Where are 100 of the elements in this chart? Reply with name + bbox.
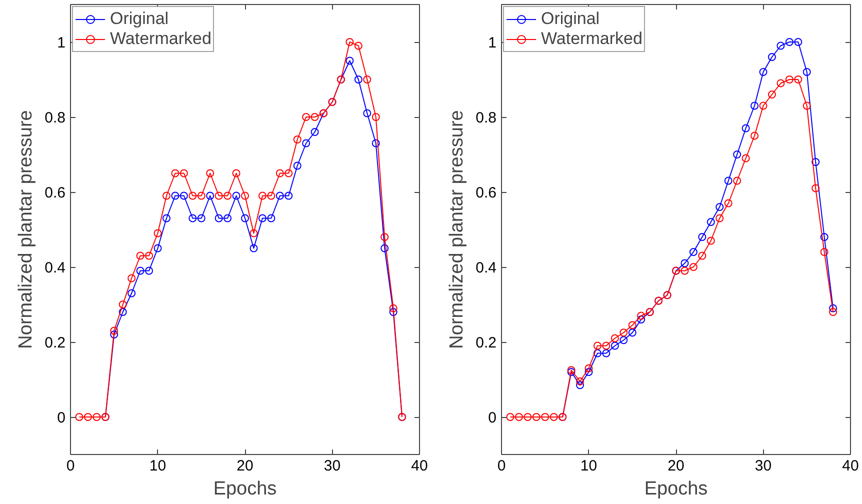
- point: [759, 68, 768, 76]
- y-tick-label: 0.8: [44, 110, 66, 126]
- point: [602, 349, 610, 358]
- point: [733, 150, 742, 158]
- point: [276, 169, 284, 178]
- point: [180, 192, 188, 200]
- point: [118, 300, 127, 308]
- point: [593, 349, 602, 358]
- point: [620, 328, 628, 337]
- point: [514, 413, 523, 421]
- point: [302, 139, 310, 148]
- point: [380, 233, 389, 241]
- point: [794, 38, 802, 46]
- point: [110, 326, 118, 335]
- point: [232, 169, 240, 178]
- point: [162, 192, 170, 200]
- point: [812, 158, 820, 166]
- point: [128, 274, 136, 282]
- point: [293, 136, 302, 144]
- y-axis-title: Normalized plantar pressure: [16, 110, 37, 349]
- point: [250, 229, 258, 238]
- point: [380, 244, 389, 252]
- point: [389, 308, 398, 316]
- point: [118, 308, 127, 316]
- point: [224, 192, 232, 200]
- y-tick-label: 1: [488, 34, 496, 52]
- point: [284, 192, 293, 200]
- point: [680, 266, 689, 275]
- point: [602, 342, 610, 350]
- y-axis-title: Normalized plantar pressure: [446, 110, 468, 349]
- point: [550, 413, 558, 421]
- point: [75, 413, 84, 421]
- point: [733, 176, 742, 185]
- point: [628, 328, 636, 337]
- legend-label: Original: [541, 9, 600, 29]
- point: [776, 42, 785, 50]
- point: [506, 413, 514, 421]
- point: [785, 38, 794, 46]
- point: [188, 192, 197, 200]
- point: [310, 113, 319, 121]
- point: [593, 342, 602, 350]
- y-tick-label: 0.2: [44, 334, 66, 352]
- x-tick-label: 40: [411, 458, 428, 474]
- point: [742, 124, 750, 132]
- point: [820, 248, 828, 256]
- point: [584, 368, 593, 376]
- point: [241, 214, 249, 222]
- point: [750, 132, 759, 140]
- y-tick-label: 0.4: [44, 260, 66, 276]
- point: [154, 229, 162, 238]
- point: [346, 56, 354, 65]
- point: [768, 90, 776, 98]
- point: [250, 244, 258, 252]
- point: [724, 199, 732, 208]
- y-tick-label: 0.8: [476, 110, 497, 126]
- y-tick-label: 0.2: [476, 334, 497, 352]
- point: [785, 76, 794, 84]
- x-axis-title: Epochs: [644, 478, 708, 500]
- point: [197, 214, 206, 222]
- x-tick-label: 40: [842, 458, 859, 474]
- y-tick-label: 0: [57, 410, 66, 426]
- point: [802, 102, 811, 110]
- point: [584, 364, 593, 372]
- point: [293, 162, 302, 170]
- point: [794, 76, 802, 84]
- point: [759, 102, 768, 110]
- y-tick-label: 0.6: [476, 184, 497, 202]
- point: [284, 169, 293, 178]
- point: [84, 413, 92, 421]
- point: [576, 377, 584, 386]
- x-tick-label: 10: [580, 458, 598, 474]
- point: [680, 259, 689, 268]
- point: [768, 53, 776, 61]
- point: [750, 102, 759, 110]
- point: [145, 252, 154, 260]
- point: [354, 76, 362, 84]
- point: [136, 252, 144, 260]
- point: [188, 214, 197, 222]
- x-tick-label: 30: [324, 458, 341, 474]
- point: [706, 218, 715, 226]
- point: [214, 192, 223, 200]
- point: [267, 214, 276, 222]
- point: [92, 413, 101, 421]
- point: [698, 233, 706, 241]
- point: [162, 214, 170, 222]
- point: [812, 184, 820, 192]
- point: [776, 79, 785, 88]
- point: [389, 304, 398, 312]
- point: [610, 334, 619, 342]
- point: [276, 192, 284, 200]
- point: [206, 169, 214, 178]
- legend-label: Watermarked: [541, 29, 642, 49]
- point: [829, 304, 838, 312]
- point: [689, 248, 698, 256]
- point: [724, 176, 732, 185]
- point: [267, 192, 276, 200]
- point: [128, 289, 136, 298]
- point: [637, 316, 646, 324]
- point: [716, 214, 724, 222]
- point: [524, 413, 532, 421]
